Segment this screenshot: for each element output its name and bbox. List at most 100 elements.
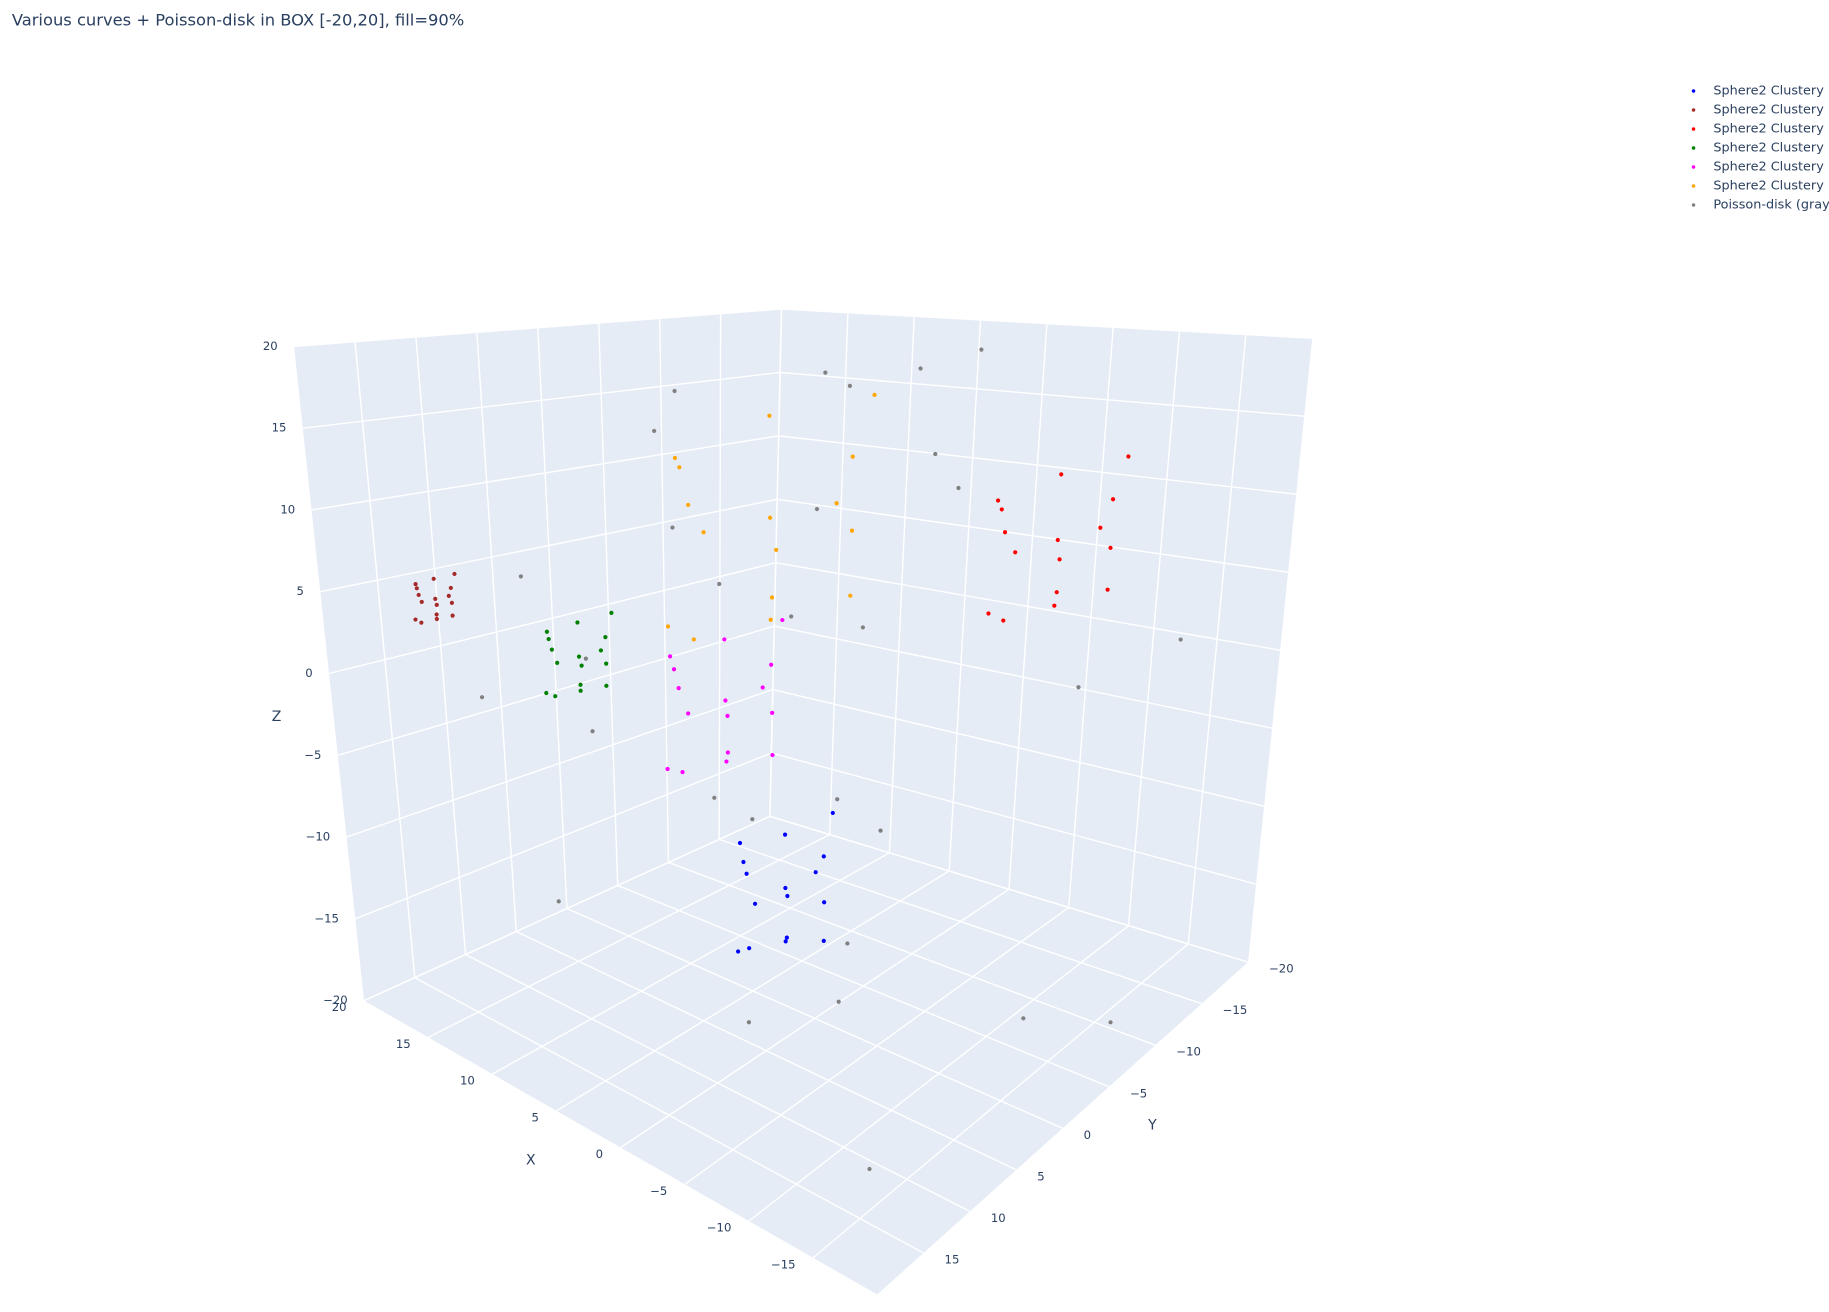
data-point (598, 648, 604, 653)
data-point (783, 885, 788, 891)
x-tick-label: −10 (707, 1221, 732, 1235)
legend-label: Sphere2 Clustery (1713, 102, 1824, 117)
data-point (735, 949, 741, 954)
data-point (822, 900, 827, 905)
data-point (414, 586, 419, 591)
data-point (1108, 545, 1113, 550)
y-tick-label: −20 (1269, 962, 1294, 976)
data-point (1108, 1020, 1113, 1025)
data-point (770, 710, 775, 715)
data-point (830, 810, 835, 816)
data-point (770, 752, 775, 758)
data-point (1001, 618, 1006, 623)
data-point (701, 530, 706, 535)
data-point (672, 455, 678, 461)
data-point (1105, 587, 1110, 592)
grid-line (771, 752, 1257, 885)
grid-line (781, 308, 1313, 339)
grid-line (363, 815, 771, 1002)
data-point (750, 817, 755, 822)
grid-line (772, 688, 1265, 807)
grid-line (617, 884, 1110, 1088)
legend-marker (1691, 203, 1696, 207)
z-tick-label: 0 (305, 666, 312, 680)
data-point (1021, 1016, 1026, 1021)
x-axis-title: X (526, 1152, 536, 1168)
data-point (769, 662, 774, 667)
data-point (680, 769, 685, 775)
z-tick-label: −5 (304, 748, 321, 762)
data-point (448, 585, 453, 591)
legend-label: Sphere2 Clustery (1713, 140, 1824, 155)
legend-marker (1691, 127, 1696, 131)
data-point (723, 698, 728, 703)
data-point (823, 370, 828, 375)
data-point (433, 596, 438, 601)
data-point (652, 428, 657, 434)
data-point (1076, 685, 1081, 690)
data-point (603, 635, 608, 640)
grid-line (718, 838, 1202, 1005)
data-point (821, 854, 826, 859)
legend-marker (1691, 108, 1696, 112)
data-point (746, 1020, 752, 1025)
x-tick-label: 20 (332, 1000, 347, 1014)
grid-line (346, 688, 774, 838)
legend: Sphere2 Clustery Sphere2 Clustery Sphere2 … (1691, 83, 1829, 213)
z-tick-label: 20 (263, 339, 278, 353)
data-point (546, 636, 551, 642)
grid-line (465, 953, 971, 1213)
data-point (1059, 472, 1064, 477)
data-point (835, 797, 840, 802)
y-tick-label: 15 (945, 1252, 960, 1266)
data-point (999, 507, 1004, 512)
data-point (813, 870, 818, 875)
data-point (780, 617, 785, 623)
data-point (604, 683, 609, 688)
legend-label: Sphere2 Clustery (1713, 121, 1824, 136)
legend-label: Sphere2 Clustery (1713, 83, 1824, 98)
grid-line (777, 498, 1289, 573)
chart-title: Various curves + Poisson-disk in BOX [-2… (12, 10, 464, 29)
data-point (686, 711, 691, 716)
z-tick-label: −10 (306, 830, 331, 844)
legend-label: Poisson-disk (gray) (1713, 198, 1829, 213)
data-point (1098, 525, 1103, 530)
data-point (431, 576, 436, 581)
data-point (668, 654, 673, 659)
data-point (979, 347, 984, 352)
y-tick-label: −15 (1223, 1003, 1248, 1017)
data-point (821, 938, 826, 943)
data-point (878, 828, 883, 833)
data-point (555, 660, 560, 665)
x-tick-label: −5 (650, 1184, 667, 1198)
data-point (741, 859, 746, 865)
data-point (416, 592, 421, 598)
z-tick-label: −20 (323, 993, 348, 1007)
data-point (725, 713, 730, 719)
data-point (446, 593, 451, 598)
x-tick-label: 0 (596, 1147, 603, 1161)
data-point (575, 620, 580, 625)
data-point (556, 899, 561, 904)
data-point (1052, 603, 1057, 608)
data-point (767, 413, 772, 418)
data-point (1013, 550, 1018, 555)
data-point (434, 616, 439, 622)
data-point (725, 750, 730, 755)
legend-marker (1691, 184, 1696, 188)
data-point (419, 599, 424, 605)
data-point (744, 871, 749, 876)
grid-line (294, 308, 782, 348)
data-point (760, 685, 765, 690)
data-point (918, 366, 923, 371)
scene: −15−10−505101520−20−15−10−5051015−20−15−… (263, 308, 1313, 1295)
y-tick-label: −10 (1176, 1045, 1201, 1059)
data-point (686, 502, 691, 508)
data-point (449, 600, 455, 605)
grid-line (311, 435, 779, 511)
data-point (583, 656, 588, 661)
data-point (1057, 557, 1062, 562)
grid-line (774, 625, 1273, 729)
